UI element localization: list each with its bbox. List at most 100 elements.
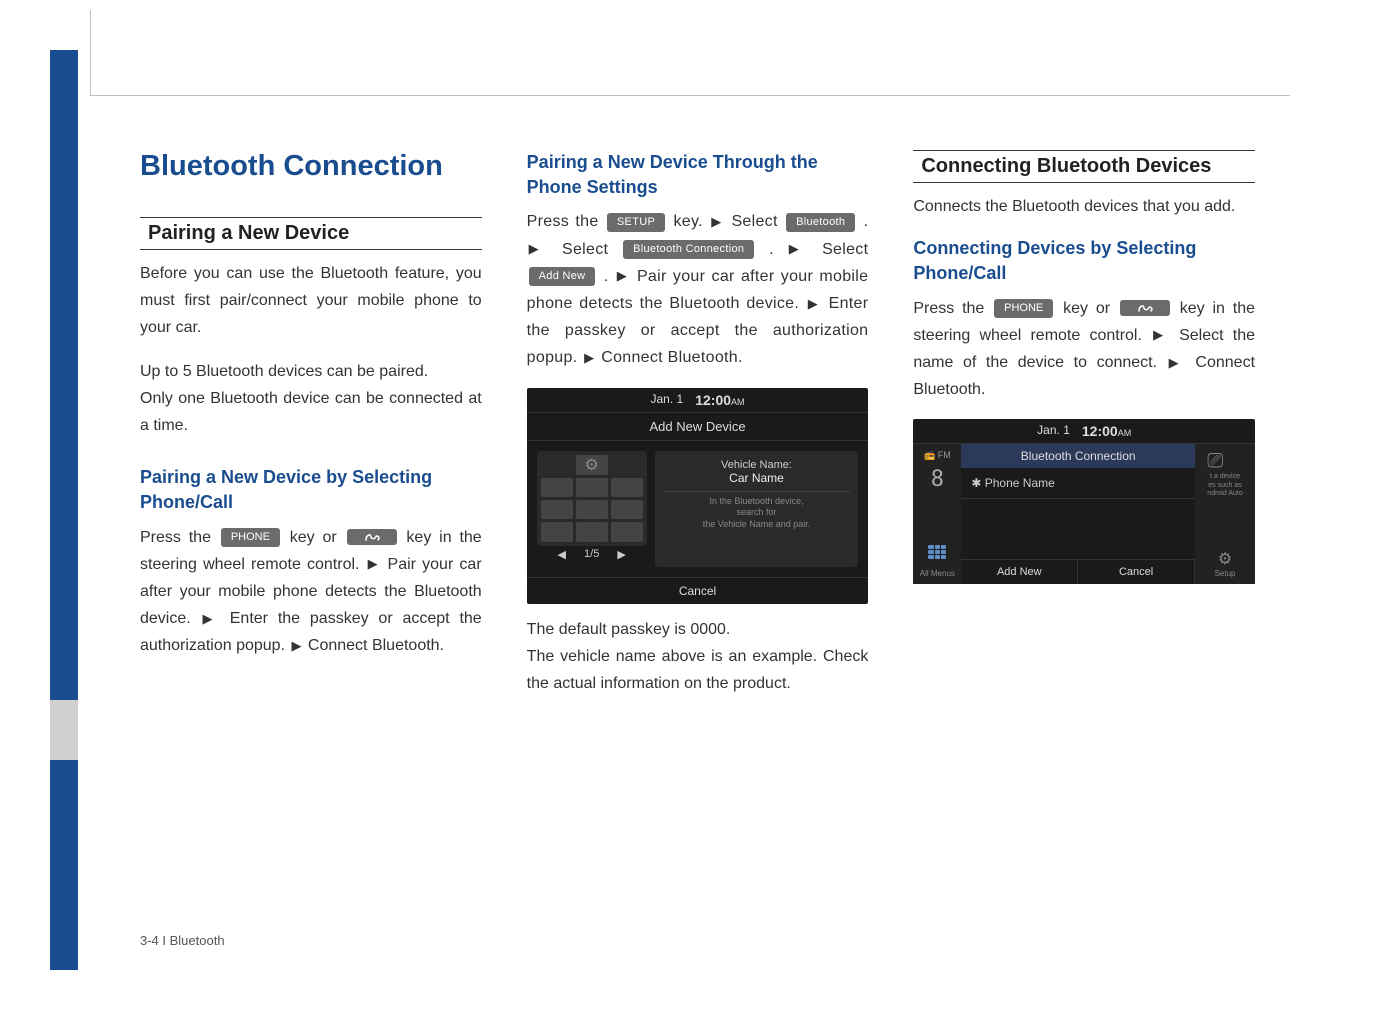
text: key or [1063, 300, 1118, 317]
arrow-icon: ▶ [368, 556, 380, 571]
ui-statusbar: Jan. 1 12:00AM [527, 388, 869, 413]
all-menus-label: All Menus [920, 569, 955, 584]
arrow-icon: ▶ [789, 241, 807, 256]
bluetooth-key-button: Bluetooth [786, 213, 855, 232]
fm-label: 📻 FM [924, 450, 951, 461]
phone-key-button: PHONE [994, 299, 1053, 318]
add-new-button: Add New [961, 559, 1078, 584]
arrow-icon: ▶ [203, 611, 218, 626]
text: key or [290, 529, 345, 546]
pager-value: 1/5 [584, 548, 599, 560]
section-heading-box: Connecting Bluetooth Devices [913, 150, 1255, 183]
arrow-icon: ▶ [617, 268, 629, 283]
pager-right-icon: ▶ [617, 548, 625, 561]
ui-date: Jan. 1 [651, 392, 684, 408]
phone-row: ✱ Phone Name [961, 468, 1195, 499]
column-2: Pairing a New Device Through the Phone S… [527, 150, 869, 713]
device-icon: ⎚ [1207, 450, 1242, 473]
ui-date: Jan. 1 [1037, 423, 1070, 439]
arrow-icon: ▶ [1153, 327, 1168, 342]
ui-hint-line: the Vehicle Name and pair. [663, 519, 851, 531]
arrow-icon: ▶ [808, 296, 820, 311]
arrow-icon: ▶ [529, 241, 547, 256]
section-heading: Connecting Bluetooth Devices [921, 155, 1247, 178]
bluetooth-icon: ✱ [971, 476, 981, 490]
add-new-key-button: Add New [529, 267, 596, 286]
setup-label: Setup [1215, 569, 1236, 578]
text: Select [731, 213, 784, 230]
bluetooth-connection-key-button: Bluetooth Connection [623, 240, 754, 259]
arrow-icon: ▶ [584, 350, 594, 365]
steps-paragraph: Press the SETUP key. ▶ Select Bluetooth … [527, 208, 869, 371]
call-key-icon [347, 529, 397, 545]
page-title: Bluetooth Connection [140, 150, 482, 183]
sub-heading: Pairing a New Device Through the Phone S… [527, 150, 869, 200]
column-3: Connecting Bluetooth Devices Connects th… [913, 150, 1255, 713]
setup-shortcut: ⚙ Setup [1215, 549, 1236, 578]
phone-key-button: PHONE [221, 528, 280, 547]
corner-rule-vertical [90, 10, 91, 95]
all-menus-icon [928, 545, 946, 559]
gear-icon: ⚙ [1215, 549, 1236, 569]
section-heading: Pairing a New Device [148, 222, 474, 245]
note-passkey: The default passkey is 0000. [527, 616, 869, 643]
section-heading-box: Pairing a New Device [140, 217, 482, 250]
corner-rule-horizontal [90, 95, 1290, 96]
ui-time: 12:00AM [695, 392, 744, 408]
intro-paragraph-2: Up to 5 Bluetooth devices can be paired. [140, 358, 482, 385]
ui-left-panel: 📻 FM 8 All Menus [913, 444, 961, 584]
content-area: Bluetooth Connection Pairing a New Devic… [140, 150, 1255, 713]
gear-icon: ⚙ [576, 455, 608, 475]
ui-body: ⚙ ◀ 1/5 ▶ Vehicle Name: Car Name [527, 441, 869, 577]
arrow-icon: ▶ [711, 214, 723, 229]
text: Connect Bluetooth. [308, 637, 444, 654]
text: key. [673, 213, 709, 230]
vehicle-name: Car Name [663, 471, 851, 485]
device-text: ndroid Auto [1207, 490, 1242, 498]
text: Select [822, 241, 868, 258]
text: . [604, 268, 615, 285]
note-vehicle-name: The vehicle name above is an example. Ch… [527, 643, 869, 697]
ui-button-row: Add New Cancel [961, 559, 1195, 584]
arrow-icon: ▶ [291, 638, 301, 653]
text: Press the [913, 300, 992, 317]
sub-heading: Pairing a New Device by Selecting Phone/… [140, 465, 482, 515]
steps-paragraph: Press the PHONE key or key in the steeri… [140, 524, 482, 660]
ui-right-panel: ⎚ t a device es such as ndroid Auto ⚙ Se… [1195, 444, 1255, 584]
preset-number: 8 [931, 467, 944, 492]
ui-cancel-button: Cancel [527, 577, 869, 604]
call-key-icon [1120, 300, 1170, 316]
ui-hint-line: In the Bluetooth device, [663, 496, 851, 508]
pager-left-icon: ◀ [558, 548, 566, 561]
column-1: Bluetooth Connection Pairing a New Devic… [140, 150, 482, 713]
ui-pager: ◀ 1/5 ▶ [537, 546, 647, 567]
ui-hint-line: search for [663, 507, 851, 519]
intro-paragraph: Connects the Bluetooth devices that you … [913, 193, 1255, 220]
ui-vehicle-panel: Vehicle Name: Car Name In the Bluetooth … [655, 451, 859, 567]
text: . [769, 241, 787, 258]
ui-statusbar: Jan. 1 12:00AM [913, 419, 1255, 444]
ui-title: Add New Device [527, 413, 869, 441]
ui-time: 12:00AM [1082, 423, 1131, 439]
steps-paragraph: Press the PHONE key or key in the steeri… [913, 295, 1255, 404]
text: Press the [527, 213, 605, 230]
phone-name: Phone Name [985, 476, 1055, 490]
ui-body: 📻 FM 8 All Menus Bluetooth Connection ✱ … [913, 444, 1255, 584]
ui-panel-header: Bluetooth Connection [961, 444, 1195, 468]
ui-keypad-area: ⚙ ◀ 1/5 ▶ [537, 451, 647, 567]
page-footer: 3-4 I Bluetooth [140, 933, 225, 948]
ui-screenshot-connection: Jan. 1 12:00AM 📻 FM 8 All Menus Bluetoot… [913, 419, 1255, 584]
page-edge [50, 50, 78, 970]
ui-screenshot-add-device: Jan. 1 12:00AM Add New Device ⚙ [527, 388, 869, 604]
device-info: ⎚ t a device es such as ndroid Auto [1207, 450, 1242, 498]
text: Select [562, 241, 621, 258]
text: Press the [140, 529, 219, 546]
device-text: es such as [1207, 482, 1242, 490]
device-text: t a device [1207, 473, 1242, 481]
intro-paragraph-1: Before you can use the Bluetooth feature… [140, 260, 482, 342]
sub-heading: Connecting Devices by Selecting Phone/Ca… [913, 236, 1255, 286]
cancel-button: Cancel [1078, 559, 1195, 584]
ui-main-panel: Bluetooth Connection ✱ Phone Name Add Ne… [961, 444, 1195, 584]
ui-keypad: ⚙ [537, 451, 647, 546]
vehicle-name-label: Vehicle Name: [663, 459, 851, 471]
